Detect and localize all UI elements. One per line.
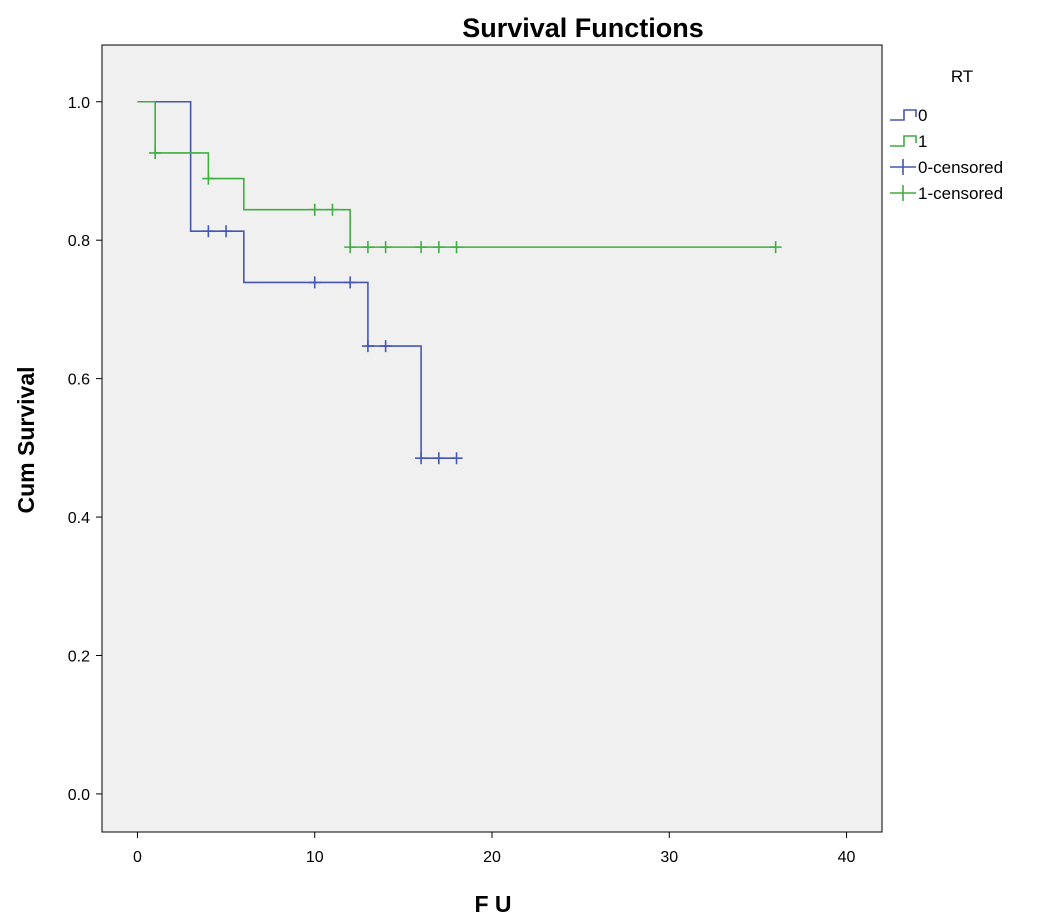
- x-tick-label: 10: [306, 849, 324, 866]
- series-1-censor-mark: [326, 203, 339, 216]
- y-axis: 0.0 0.2 0.4 0.6 0.8 1.0: [68, 95, 102, 804]
- x-tick-label: 30: [660, 849, 678, 866]
- series-1-censor-mark: [415, 241, 428, 254]
- chart-title: Survival Functions: [462, 13, 704, 43]
- series-1-censor-mark: [769, 241, 782, 254]
- y-tick-label: 0.6: [68, 372, 90, 389]
- legend-censor-symbol: [890, 159, 916, 175]
- legend-item: 1-censored: [890, 184, 1003, 203]
- legend-step-symbol: [890, 135, 917, 147]
- legend-censor-symbol: [890, 185, 916, 201]
- series-1-censor-mark: [344, 241, 357, 254]
- legend-title: RT: [951, 67, 973, 86]
- legend-label: 0-censored: [918, 158, 1003, 177]
- legend-label: 0: [918, 106, 927, 125]
- legend-item: 0: [890, 106, 927, 125]
- legend-item: 0-censored: [890, 158, 1003, 177]
- series-0-censor-mark: [450, 452, 463, 465]
- series-0-censor-mark: [432, 452, 445, 465]
- series-1-censor-mark: [450, 241, 463, 254]
- legend: RT 0 1 0-censored 1-censored: [890, 67, 1003, 203]
- series-1-censor-mark: [202, 172, 215, 185]
- series-1-curve: [137, 100, 776, 248]
- series-0-censor-mark: [344, 276, 357, 289]
- y-tick-label: 0.2: [68, 648, 90, 665]
- series-0-censor-mark: [379, 340, 392, 353]
- series-1-censor-mark: [432, 241, 445, 254]
- x-axis-title: F U: [474, 891, 511, 917]
- y-tick-label: 0.0: [68, 787, 90, 804]
- x-tick-label: 20: [483, 849, 501, 866]
- series-0-censor-mark: [308, 276, 321, 289]
- series-0-censor-mark: [415, 452, 428, 465]
- legend-step-symbol: [890, 109, 917, 121]
- series-0-censor-mark: [220, 225, 233, 238]
- legend-item: 1: [890, 132, 927, 151]
- y-tick-label: 1.0: [68, 95, 90, 112]
- x-axis: 0 10 20 30 40: [133, 832, 856, 866]
- y-tick-label: 0.4: [68, 510, 90, 527]
- series-1-censor-mark: [308, 203, 321, 216]
- x-tick-label: 0: [133, 849, 142, 866]
- y-tick-label: 0.8: [68, 233, 90, 250]
- plot-area: [101, 44, 883, 833]
- legend-label: 1-censored: [918, 184, 1003, 203]
- legend-label: 1: [918, 132, 927, 151]
- series-0-curve: [137, 100, 457, 460]
- series-1-censor-mark: [379, 241, 392, 254]
- y-axis-title: Cum Survival: [13, 367, 39, 514]
- series-1-censor-mark: [361, 241, 374, 254]
- series-0-censor-mark: [202, 225, 215, 238]
- series-layer: [137, 100, 782, 465]
- x-tick-label: 40: [838, 849, 856, 866]
- series-0-censor-mark: [361, 340, 374, 353]
- series-1-censor-mark: [149, 146, 162, 159]
